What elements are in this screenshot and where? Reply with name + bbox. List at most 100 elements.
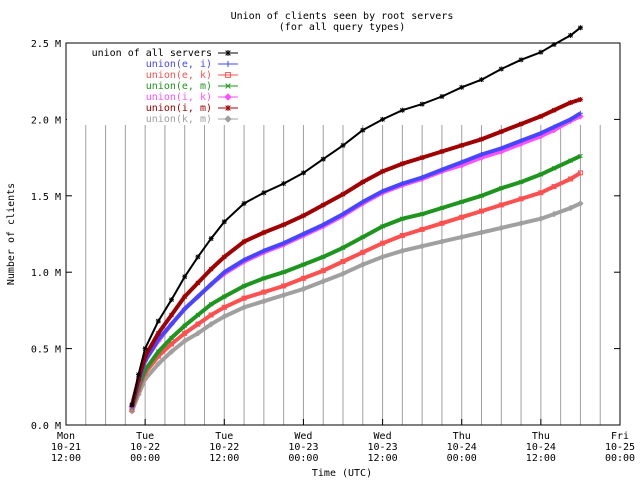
data-point [478,229,485,236]
data-point [195,280,201,286]
data-point [281,283,287,289]
x-tick-label: 10-24 [447,442,477,453]
data-point [261,229,267,235]
x-tick-label: 00:00 [288,453,318,464]
data-point [379,253,386,261]
series-1 [129,25,583,408]
data-point [300,275,306,281]
data-point [221,313,228,320]
data-point [538,130,544,136]
x-tick-label: 10-23 [288,442,318,453]
data-point [459,199,465,205]
x-tick-label: 12:00 [368,453,398,464]
data-point [399,161,405,167]
data-point [458,233,465,241]
data-point [577,97,583,103]
data-point [221,304,227,310]
data-point [551,165,557,171]
data-point [300,213,306,219]
x-tick-label: Tue [136,431,154,442]
data-point [320,268,326,274]
data-point [195,254,201,260]
data-point [261,248,267,254]
data-point [459,142,465,148]
data-point [207,320,215,328]
data-point [221,269,227,275]
data-point [538,190,544,196]
data-point [360,234,366,240]
data-point [241,295,247,301]
data-point [261,275,267,281]
data-point [360,249,366,255]
series-5 [128,113,584,410]
legend-label: union(k, m) [146,114,212,125]
data-point [551,184,557,190]
series-line [130,97,581,406]
data-point [419,155,425,161]
data-point [261,190,267,196]
data-point [419,211,425,217]
series-line [130,201,582,412]
x-tick-label: Thu [453,431,471,442]
data-point [568,158,573,164]
series-line [130,114,582,408]
data-point [518,196,524,202]
data-point [182,274,188,280]
series-2 [129,110,583,410]
x-tick-label: 12:00 [526,453,556,464]
y-tick-label: 1.0 M [31,268,61,279]
data-point [340,211,346,217]
data-point [459,159,465,165]
data-point [498,224,505,232]
data-point [182,306,188,312]
data-point [517,220,525,227]
legend-label: union(e, i) [146,59,212,70]
data-point [577,25,583,31]
y-tick-label: 1.5 M [31,192,61,203]
x-axis-label: Time (UTC) [312,468,372,479]
data-point [567,204,574,212]
data-point [225,83,231,89]
data-point [241,200,247,206]
data-point [320,202,326,208]
data-point [479,208,484,214]
data-point [224,115,232,123]
data-point [577,200,584,207]
plot-frame [65,42,621,426]
data-point [359,261,366,268]
data-point [399,247,406,255]
data-point [168,348,175,355]
data-point [280,291,287,299]
x-tick-label: 00:00 [447,453,477,464]
data-point [208,236,214,242]
data-point [300,285,307,293]
legend-label: union(i, k) [146,92,212,103]
x-tick-label: 00:00 [605,453,635,464]
data-point [380,240,386,246]
data-point [195,312,201,318]
series-line [130,111,582,408]
x-tick-label: 10-21 [51,442,81,453]
data-point [195,294,201,300]
data-point [518,179,524,185]
x-tick-label: Wed [294,431,312,442]
data-point [261,289,267,295]
data-point [577,170,583,176]
x-tick-label: 10-22 [209,442,239,453]
chart-subtitle: (for all query types) [279,22,405,33]
data-point [320,278,327,285]
x-tick-label: 10-24 [526,442,556,453]
x-tick-label: 10-23 [368,442,398,453]
x-tick-label: Tue [215,431,233,442]
x-tick-label: Wed [374,431,392,442]
data-point [340,191,346,197]
data-point [479,193,484,199]
data-point [479,136,484,142]
data-point [155,360,162,368]
data-point [498,145,504,151]
series-6 [129,97,583,408]
data-point [301,262,306,267]
legend-label: union of all servers [92,48,212,59]
data-point [498,66,504,72]
